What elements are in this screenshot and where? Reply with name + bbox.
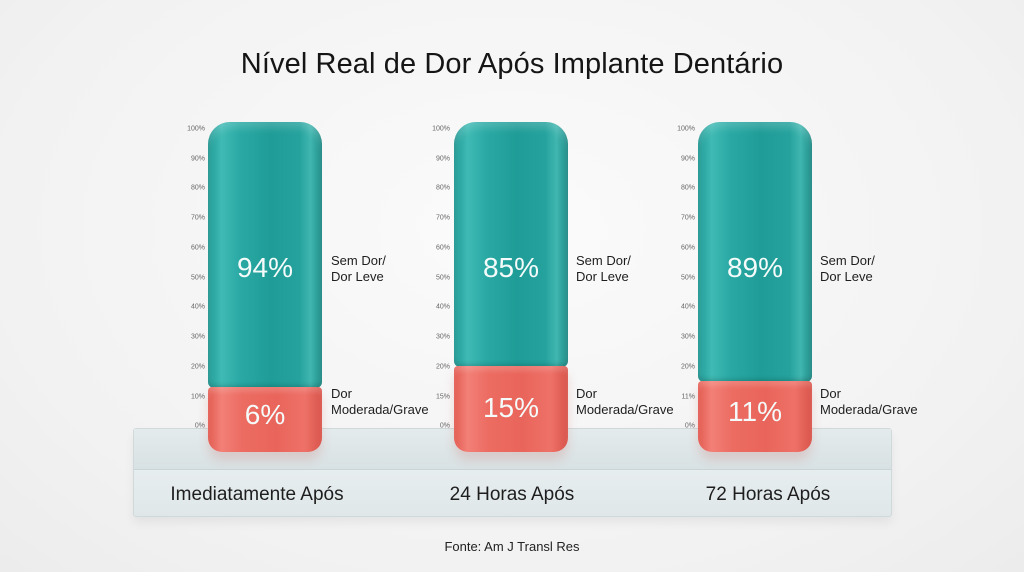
- tick: 20%: [435, 363, 450, 371]
- label-line: Sem Dor/: [576, 253, 631, 268]
- tick: 40%: [190, 303, 205, 311]
- series-label-dor-moderada: Dor Moderada/Grave: [331, 386, 429, 418]
- source-footnote: Fonte: Am J Transl Res: [444, 539, 580, 554]
- label-line: Dor Leve: [331, 269, 384, 284]
- tick: 10%: [190, 393, 205, 401]
- tick: 100%: [677, 125, 695, 133]
- tick: 90%: [680, 155, 695, 163]
- label-line: Sem Dor/: [820, 253, 875, 268]
- bar-72-hours-after: 89% 11%: [698, 0, 812, 572]
- category-label-24-hours-after: 24 Horas Após: [449, 484, 575, 505]
- bar-segment-sem-dor: [698, 122, 812, 382]
- tick: 0%: [194, 422, 205, 430]
- tick: 90%: [190, 155, 205, 163]
- tick: 30%: [680, 333, 695, 341]
- tick: 100%: [187, 125, 205, 133]
- value-label-dor: 15%: [482, 392, 540, 423]
- tick: 50%: [680, 274, 695, 282]
- label-line: Dor: [820, 386, 841, 401]
- tick: 70%: [680, 214, 695, 222]
- label-line: Sem Dor/: [331, 253, 386, 268]
- tick: 11%: [681, 393, 696, 401]
- tick: 70%: [190, 214, 205, 222]
- tick: 50%: [435, 274, 450, 282]
- category-label-immediately-after: Imediatamente Após: [170, 484, 344, 505]
- y-axis-group-1: 100% 90% 80% 70% 60% 50% 40% 30% 20% 10%…: [175, 0, 205, 572]
- bar-segment-dor-moderada: [698, 381, 812, 452]
- value-label-dor: 6%: [244, 399, 286, 430]
- tick: 20%: [680, 363, 695, 371]
- y-axis-group-3: 100% 90% 80% 70% 60% 50% 40% 30% 20% 11%…: [665, 0, 695, 572]
- tick: 60%: [680, 244, 695, 252]
- label-line: Dor Leve: [820, 269, 873, 284]
- tick: 80%: [435, 184, 450, 192]
- tick: 30%: [190, 333, 205, 341]
- category-label-72-hours-after: 72 Horas Após: [705, 484, 831, 505]
- value-label-sem-dor: 85%: [482, 252, 540, 283]
- tick: 40%: [435, 303, 450, 311]
- tick: 60%: [435, 244, 450, 252]
- tick: 60%: [190, 244, 205, 252]
- series-label-dor-moderada: Dor Moderada/Grave: [820, 386, 918, 418]
- tick: 70%: [435, 214, 450, 222]
- bar-immediately-after: 94% 6%: [208, 0, 322, 572]
- label-line: Moderada/Grave: [576, 402, 674, 417]
- tick: 80%: [190, 184, 205, 192]
- value-label-dor: 11%: [728, 396, 782, 427]
- tick: 90%: [435, 155, 450, 163]
- bar-24-hours-after: 85% 15%: [454, 0, 568, 572]
- label-line: Dor: [331, 386, 352, 401]
- bar-segment-dor-moderada: [454, 366, 568, 452]
- tick: 20%: [190, 363, 205, 371]
- label-line: Dor Leve: [576, 269, 629, 284]
- chart-title: Nível Real de Dor Após Implante Dentário: [240, 48, 784, 80]
- bar-segment-dor-moderada: [208, 387, 322, 452]
- value-label-sem-dor: 89%: [726, 252, 784, 283]
- tick: 0%: [684, 422, 695, 430]
- series-label-sem-dor: Sem Dor/ Dor Leve: [820, 253, 875, 285]
- series-label-sem-dor: Sem Dor/ Dor Leve: [331, 253, 386, 285]
- series-label-sem-dor: Sem Dor/ Dor Leve: [576, 253, 631, 285]
- label-line: Dor: [576, 386, 597, 401]
- tick: 30%: [435, 333, 450, 341]
- tick: 80%: [680, 184, 695, 192]
- tick: 100%: [432, 125, 450, 133]
- y-axis-group-2: 100% 90% 80% 70% 60% 50% 40% 30% 20% 15%…: [420, 0, 450, 572]
- bar-segment-sem-dor: [208, 122, 322, 388]
- tick: 15%: [435, 393, 450, 401]
- series-label-dor-moderada: Dor Moderada/Grave: [576, 386, 674, 418]
- bar-segment-sem-dor: [454, 122, 568, 367]
- tick: 50%: [190, 274, 205, 282]
- label-line: Moderada/Grave: [331, 402, 429, 417]
- value-label-sem-dor: 94%: [236, 252, 294, 283]
- tick: 0%: [439, 422, 450, 430]
- tick: 40%: [680, 303, 695, 311]
- label-line: Moderada/Grave: [820, 402, 918, 417]
